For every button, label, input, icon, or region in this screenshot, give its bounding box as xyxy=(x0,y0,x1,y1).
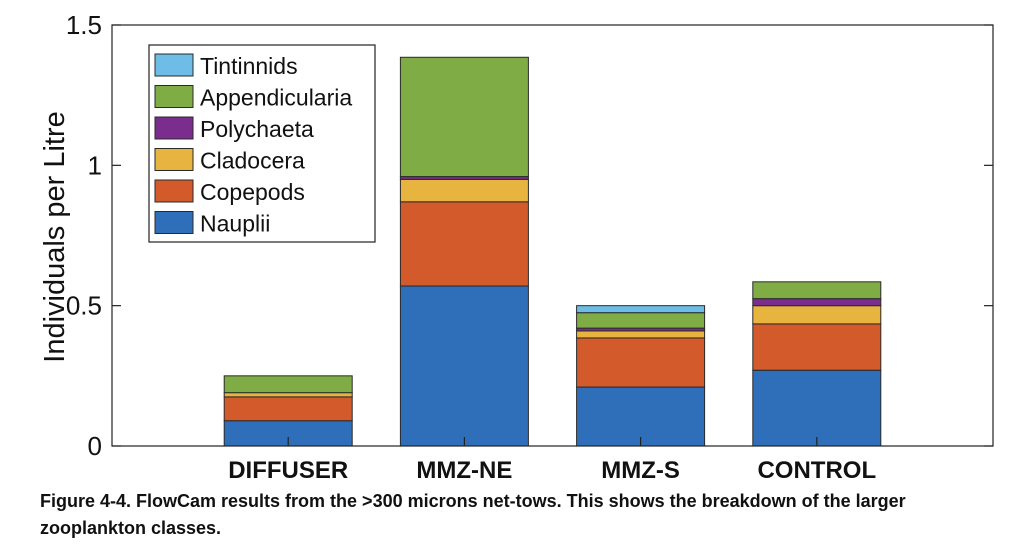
y-axis: 0 0.5 1 1.5 xyxy=(66,10,993,461)
y-tick-label: 0 xyxy=(88,431,102,461)
legend-swatch-polychaeta xyxy=(154,116,194,140)
legend-swatch-copepods xyxy=(154,179,194,203)
x-axis: DIFFUSER MMZ-NE MMZ-S CONTROL xyxy=(228,437,876,484)
legend-swatch-appendicularia xyxy=(154,85,194,108)
x-category-label: MMZ-NE xyxy=(416,457,512,484)
legend: Tintinnids Appendicularia Polychaeta Cladoc… xyxy=(148,44,376,243)
legend-label-cladocera: Cladocera xyxy=(200,148,305,174)
x-category-label: MMZ-S xyxy=(601,457,680,484)
y-tick-label: 0.5 xyxy=(66,291,102,321)
legend-swatch-nauplii xyxy=(154,211,194,234)
legend-label-tintinnids: Tintinnids xyxy=(200,53,298,79)
bar-mmz-s-appendicularia xyxy=(576,312,706,329)
legend-label-appendicularia: Appendicularia xyxy=(200,85,352,111)
x-category-label: DIFFUSER xyxy=(228,457,348,484)
legend-label-copepods: Copepods xyxy=(200,179,305,205)
legend-box xyxy=(148,44,376,243)
y-axis-label: Individuals per Litre xyxy=(39,111,71,362)
bar-mmz-ne-appendicularia xyxy=(399,56,529,178)
stacked-bar-chart: 0 0.5 1 1.5 DIFFUSER MMZ-NE MMZ-S CONTROL Indi… xyxy=(39,10,994,484)
y-tick-label: 1 xyxy=(88,150,102,180)
figure-caption: Figure 4-4. FlowCam results from the >30… xyxy=(40,491,906,538)
bar-control-cladocera xyxy=(752,305,882,325)
bar-mmz-ne-nauplii xyxy=(399,285,529,447)
legend-label-polychaeta: Polychaeta xyxy=(200,116,314,142)
legend-swatch-tintinnids xyxy=(154,53,194,77)
bar-mmz-s-cladocera xyxy=(576,330,706,339)
legend-swatch-cladocera xyxy=(154,148,194,171)
bar-control-copepods xyxy=(752,323,882,371)
bar-mmz-ne-copepods xyxy=(399,201,529,287)
bar-diffuser-appendicularia xyxy=(223,375,353,394)
bar-mmz-s-copepods xyxy=(576,337,706,388)
y-tick-label: 1.5 xyxy=(66,10,102,40)
bar-control-polychaeta xyxy=(752,298,882,307)
bar-mmz-ne-cladocera xyxy=(399,178,529,203)
bar-diffuser-cladocera xyxy=(223,392,353,398)
bar-control-nauplii xyxy=(752,369,882,447)
bars-layer xyxy=(223,56,882,447)
bar-control-appendicularia xyxy=(752,281,882,300)
legend-label-nauplii: Nauplii xyxy=(200,211,270,237)
x-category-label: CONTROL xyxy=(757,457,876,484)
bar-mmz-s-tintinnids xyxy=(576,305,706,314)
plot-frame xyxy=(111,24,994,447)
bar-diffuser-copepods xyxy=(223,396,353,422)
